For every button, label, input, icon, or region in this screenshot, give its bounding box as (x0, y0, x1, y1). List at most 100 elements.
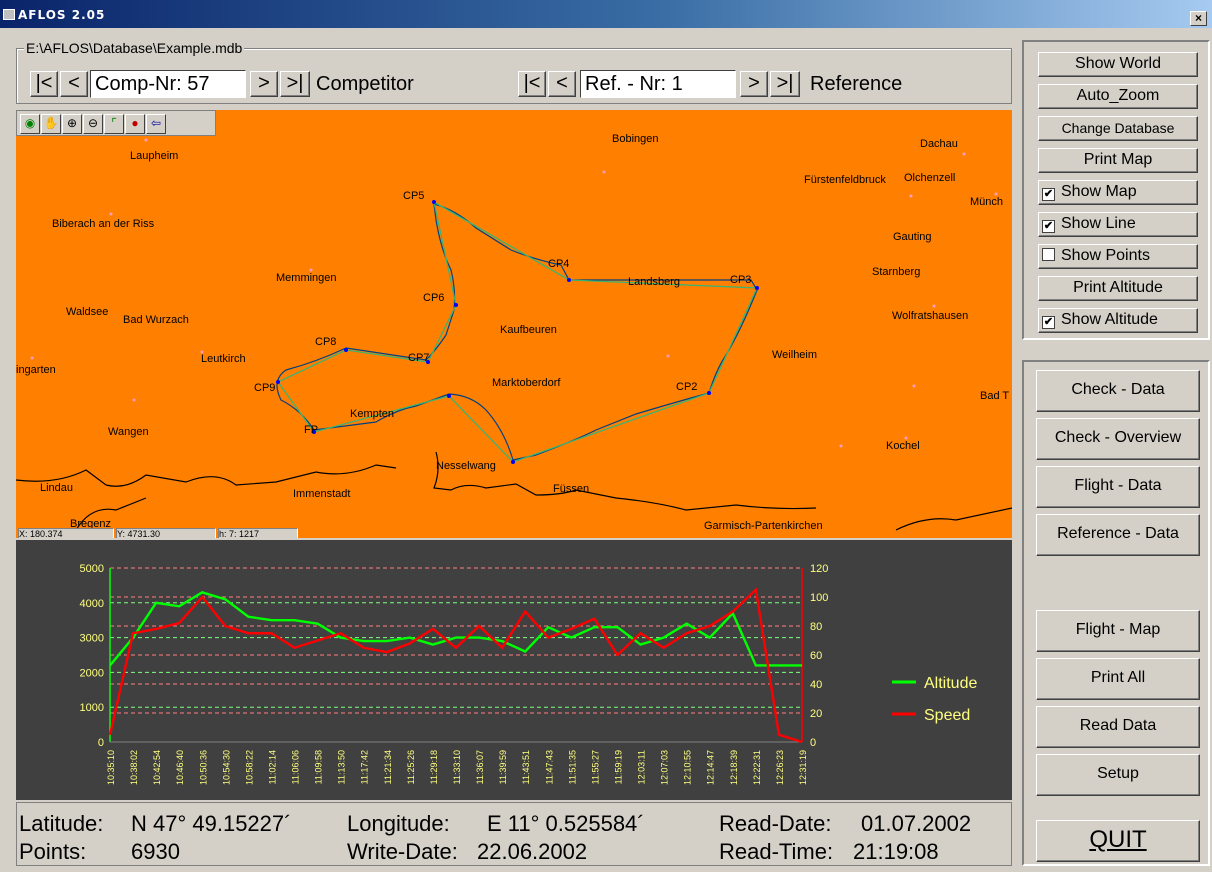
x-tick-label: 11:39:59 (498, 750, 508, 784)
check-data-button[interactable]: Check - Data (1036, 370, 1200, 412)
reference-label: Reference (810, 73, 903, 95)
town-dots (30, 138, 998, 448)
zoom-out-icon[interactable]: ⊖ (83, 114, 103, 134)
show-line-label: Show Line (1061, 215, 1136, 232)
map-place-label: Kempten (350, 408, 395, 420)
flight-data-button[interactable]: Flight - Data (1036, 466, 1200, 508)
map-view[interactable]: Laupheim Biberach an der Riss Waldsee Ba… (16, 110, 1012, 538)
competitor-label: Competitor (316, 73, 414, 95)
x-tick-label: 11:09:58 (314, 750, 324, 784)
title-bar: AFLOS 2.05 × (0, 0, 1212, 28)
checkpoint-dot[interactable] (707, 391, 711, 395)
competitor-first-button[interactable]: |< (30, 71, 58, 97)
longitude-label: Longitude: (347, 811, 450, 836)
x-tick-label: 12:14:47 (706, 750, 716, 785)
checkpoint-label: FP (304, 424, 319, 436)
map-place-label: Gauting (893, 231, 932, 243)
y-right-tick-label: 100 (810, 592, 828, 604)
show-altitude-checkbox[interactable]: ✔ Show Altitude (1038, 308, 1198, 333)
print-all-button[interactable]: Print All (1036, 658, 1200, 700)
checkpoint-dot[interactable] (432, 200, 436, 204)
x-tick-label: 11:33:10 (452, 750, 462, 784)
map-canvas[interactable] (16, 110, 1012, 538)
x-tick-label: 11:29:18 (429, 750, 439, 784)
competitor-prev-button[interactable]: < (60, 71, 88, 97)
reference-prev-button[interactable]: < (548, 71, 576, 97)
reference-last-button[interactable]: >| (770, 71, 800, 97)
map-place-label: Bad T (980, 390, 1010, 402)
reference-data-button[interactable]: Reference - Data (1036, 514, 1200, 556)
checkpoint-label: CP6 (423, 292, 445, 304)
frame-icon[interactable]: ⌜ (104, 114, 124, 134)
check-icon[interactable]: ✔ (1042, 188, 1055, 201)
reference-next-button[interactable]: > (740, 71, 768, 97)
map-place-label: Waldsee (66, 306, 109, 318)
x-tick-label: 11:25:26 (406, 750, 416, 784)
flight-map-button[interactable]: Flight - Map (1036, 610, 1200, 652)
checkpoint-dot[interactable] (447, 394, 451, 398)
x-tick-label: 12:07:03 (660, 750, 670, 785)
show-altitude-label: Show Altitude (1061, 311, 1158, 328)
globe-icon[interactable]: ◉ (20, 114, 40, 134)
checkpoint-dot[interactable] (567, 278, 571, 282)
competitor-last-button[interactable]: >| (280, 71, 310, 97)
map-place-label: Olchenzell (904, 172, 956, 184)
checkpoint-dot[interactable] (454, 303, 458, 307)
check-overview-button[interactable]: Check - Overview (1036, 418, 1200, 460)
zoom-box-icon[interactable]: ⊕ (62, 114, 82, 134)
map-place-label: Kochel (886, 440, 920, 452)
checkpoint-dot[interactable] (312, 430, 316, 434)
close-button[interactable]: × (1190, 11, 1207, 26)
y-left-tick-label: 0 (98, 737, 104, 749)
reference-first-button[interactable]: |< (518, 71, 546, 97)
competitor-next-button[interactable]: > (250, 71, 278, 97)
checkpoint-dot[interactable] (755, 286, 759, 290)
checkpoint-markers (276, 200, 759, 464)
check-icon[interactable]: ✔ (1042, 316, 1055, 329)
show-points-checkbox[interactable]: Show Points (1038, 244, 1198, 269)
map-place-label: Memmingen (276, 272, 337, 284)
print-map-button[interactable]: Print Map (1038, 148, 1198, 173)
read-data-button[interactable]: Read Data (1036, 706, 1200, 748)
x-tick-label: 11:55:27 (590, 750, 600, 784)
checkpoint-dot[interactable] (426, 360, 430, 364)
checkpoint-label: CP3 (730, 274, 752, 286)
y-right-tick-label: 60 (810, 650, 822, 662)
show-map-checkbox[interactable]: ✔ Show Map (1038, 180, 1198, 205)
map-place-label: Leutkirch (201, 353, 246, 365)
x-tick-label: 11:36:07 (475, 750, 485, 784)
show-world-button[interactable]: Show World (1038, 52, 1198, 77)
checkpoint-dot[interactable] (276, 380, 280, 384)
auto-zoom-button[interactable]: Auto_Zoom (1038, 84, 1198, 109)
map-place-label: Wolfratshausen (892, 310, 969, 322)
checkpoint-label: CP9 (254, 382, 276, 394)
map-place-label: Immenstadt (293, 488, 351, 500)
unchecked-box-icon[interactable] (1042, 248, 1055, 261)
show-map-label: Show Map (1061, 183, 1137, 200)
x-tick-label: 11:21:34 (383, 750, 393, 784)
read-date-value: 01.07.2002 (861, 811, 972, 836)
map-place-label: Weilheim (772, 349, 818, 361)
x-tick-label: 11:02:14 (267, 750, 277, 784)
setup-button[interactable]: Setup (1036, 754, 1200, 796)
change-database-button[interactable]: Change Database (1038, 116, 1198, 141)
y-left-tick-label: 2000 (80, 667, 104, 679)
map-place-label: Biberach an der Riss (52, 218, 155, 230)
speed-series-line (108, 587, 803, 744)
competitor-number-field[interactable]: Comp-Nr: 57 (90, 70, 246, 98)
print-altitude-button[interactable]: Print Altitude (1038, 276, 1198, 301)
map-place-label: Landsberg (628, 276, 680, 288)
reference-number-field[interactable]: Ref. - Nr: 1 (580, 70, 736, 98)
y-right-tick-label: 120 (810, 563, 828, 575)
back-arrow-icon[interactable]: ⇦ (146, 114, 166, 134)
check-icon[interactable]: ✔ (1042, 220, 1055, 233)
checkpoint-dot[interactable] (511, 460, 515, 464)
chart-canvas: 0 1000 2000 3000 4000 5000 0 20 40 60 80 100 120 10:3… (80, 563, 978, 785)
hand-pan-icon[interactable]: ✋ (41, 114, 61, 134)
status-h-field: h: 7: 1217 (218, 528, 298, 538)
checkpoint-dot[interactable] (344, 348, 348, 352)
show-line-checkbox[interactable]: ✔ Show Line (1038, 212, 1198, 237)
quit-button[interactable]: QUIT (1036, 820, 1200, 862)
y-left-tick-label: 4000 (80, 598, 104, 610)
info-point-icon[interactable]: ● (125, 114, 145, 134)
